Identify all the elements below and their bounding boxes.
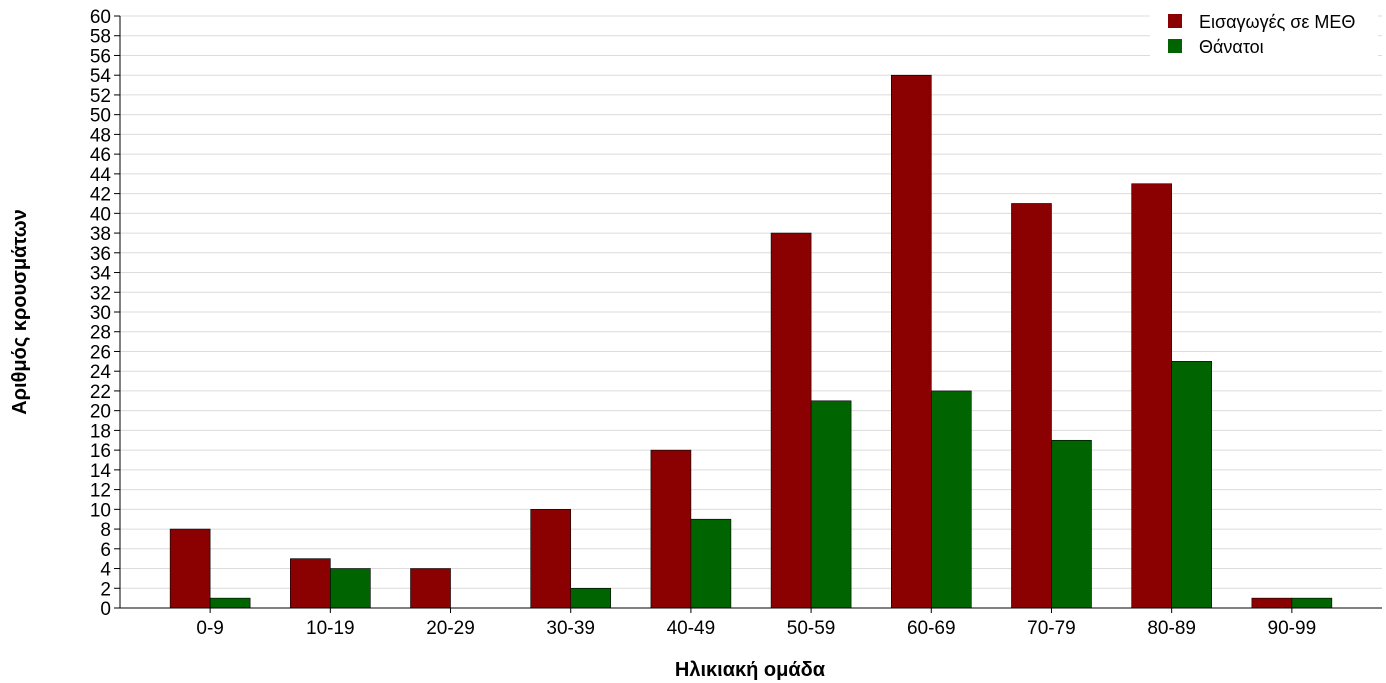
x-axis-title: Ηλικιακή ομάδα (675, 659, 826, 681)
bar-deaths (1171, 361, 1212, 609)
legend-background (1150, 8, 1378, 62)
y-tick-label: 42 (90, 185, 111, 206)
bar-deaths (930, 390, 972, 609)
y-axis-title: Αριθμός κρουσμάτων (9, 209, 31, 415)
x-tick-label: 90-99 (1268, 618, 1317, 639)
x-ticks: 0-9 10-19 20-29 30-39 40-49 50-59 60-69 70-79 80… (196, 608, 1316, 639)
bar-icu (169, 528, 211, 609)
y-tick-label: 52 (90, 86, 111, 107)
bar-icu (410, 568, 451, 609)
y-tick-label: 12 (90, 481, 111, 502)
y-tick-label: 18 (90, 421, 111, 442)
bar-deaths (1291, 597, 1333, 609)
bar-icu (1251, 597, 1293, 609)
bar-icu (890, 74, 932, 609)
bar-deaths (209, 597, 251, 609)
x-tick-label: 40-49 (667, 618, 716, 639)
y-tick-label: 36 (90, 244, 111, 265)
bar-icu (1131, 183, 1172, 609)
y-tick-label: 32 (90, 283, 111, 304)
bar-icu (530, 509, 572, 609)
y-tick-label: 4 (100, 560, 111, 581)
y-tick-label: 10 (90, 500, 111, 521)
x-tick-label: 50-59 (787, 618, 836, 639)
bar-deaths (690, 518, 732, 609)
y-tick-label: 24 (90, 362, 112, 383)
legend-swatch-icu (1168, 14, 1182, 28)
y-tick-label: 26 (90, 342, 111, 363)
x-tick-label: 70-79 (1027, 618, 1076, 639)
bar-icu (1011, 203, 1052, 609)
legend-swatch-deaths (1168, 39, 1182, 53)
bar-icu (290, 558, 331, 609)
bar-deaths (810, 400, 852, 609)
bar-deaths (1051, 439, 1092, 609)
x-tick-label: 20-29 (426, 618, 475, 639)
y-tick-label: 28 (90, 323, 111, 344)
y-tick-label: 46 (90, 145, 111, 166)
y-tick-label: 16 (90, 441, 111, 462)
legend-label-deaths: Θάνατοι (1199, 37, 1264, 57)
legend-label-icu: Εισαγωγές σε ΜΕΘ (1199, 12, 1355, 32)
y-tick-label: 22 (90, 382, 111, 403)
y-tick-label: 0 (100, 599, 111, 620)
x-tick-label: 30-39 (546, 618, 595, 639)
bar-deaths (330, 568, 371, 609)
bar-icu (650, 449, 692, 609)
y-tick-label: 40 (90, 204, 111, 225)
y-tick-label: 58 (90, 27, 111, 48)
bars-group (169, 74, 1333, 609)
x-tick-label: 80-89 (1147, 618, 1196, 639)
y-tick-label: 34 (90, 264, 112, 285)
y-tick-label: 20 (90, 402, 111, 423)
y-tick-label: 2 (100, 579, 111, 600)
x-tick-label: 10-19 (306, 618, 355, 639)
y-tick-label: 54 (90, 66, 112, 87)
bar-deaths (570, 587, 612, 609)
x-tick-label: 60-69 (907, 618, 956, 639)
y-tick-label: 48 (90, 125, 111, 146)
x-tick-label: 0-9 (196, 618, 223, 639)
y-tick-label: 38 (90, 224, 111, 245)
y-tick-label: 8 (100, 520, 111, 541)
y-tick-label: 6 (100, 540, 111, 561)
y-tick-label: 56 (90, 46, 111, 67)
y-tick-label: 30 (90, 303, 111, 324)
y-tick-label: 14 (90, 461, 112, 482)
y-tick-label: 50 (90, 106, 111, 127)
y-tick-label: 44 (90, 165, 112, 186)
bar-icu (770, 232, 812, 609)
y-ticks: 0246810121416182022242628303234363840424… (90, 7, 120, 620)
y-tick-label: 60 (90, 7, 111, 28)
legend: Εισαγωγές σε ΜΕΘ Θάνατοι (1150, 8, 1378, 62)
